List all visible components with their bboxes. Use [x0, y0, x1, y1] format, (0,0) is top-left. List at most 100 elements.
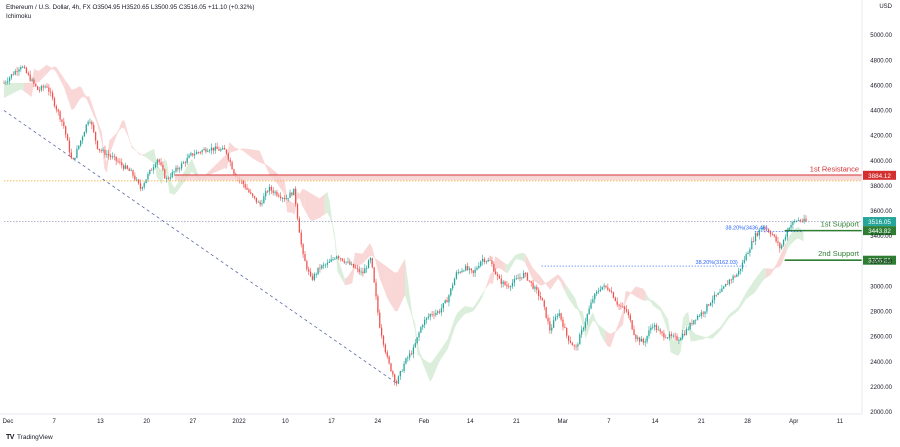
- candle-body: [560, 313, 562, 320]
- candle-body: [554, 317, 557, 321]
- candle-body: [444, 300, 446, 304]
- candle-body: [358, 268, 360, 273]
- candle-body: [321, 265, 323, 269]
- candle-body: [526, 273, 529, 281]
- candle-body: [437, 311, 439, 313]
- candle-body: [433, 314, 435, 316]
- candle-body: [771, 234, 774, 236]
- candle-body: [117, 160, 119, 162]
- y-tick-label: 3000.00: [870, 284, 892, 290]
- candle-body: [328, 261, 330, 263]
- candle-body: [29, 74, 31, 81]
- candle-body: [504, 281, 506, 285]
- y-tick-label: 2000.00: [870, 410, 892, 416]
- candle-body: [169, 177, 172, 179]
- candle-body: [678, 340, 680, 342]
- candle-body: [188, 155, 190, 158]
- candle-body: [231, 162, 233, 170]
- candle-body: [291, 192, 293, 196]
- candle-body: [283, 197, 286, 200]
- x-tick-label: 14: [467, 419, 474, 425]
- candle-body: [126, 165, 129, 169]
- candle-body: [734, 276, 736, 278]
- candle-body: [762, 227, 764, 230]
- candle-body: [106, 154, 108, 155]
- candle-body: [251, 193, 254, 197]
- cloud-segment: [184, 158, 205, 182]
- candle-body: [618, 304, 620, 306]
- candle-body: [717, 292, 719, 295]
- candle-body: [16, 70, 18, 72]
- candle-body: [592, 299, 594, 303]
- candle-body: [382, 335, 385, 345]
- cloud-segment: [605, 291, 626, 347]
- candle-body: [751, 240, 753, 250]
- candle-body: [199, 152, 201, 153]
- candle-body: [418, 332, 420, 338]
- candle-body: [562, 319, 564, 327]
- cloud-segment: [525, 254, 546, 286]
- candle-body: [380, 327, 383, 336]
- candle-body: [760, 229, 762, 231]
- candle-body: [579, 334, 581, 345]
- candle-body: [55, 106, 57, 110]
- candle-body: [511, 282, 514, 287]
- candle-body: [304, 254, 306, 262]
- candle-body: [280, 196, 282, 199]
- candle-body: [388, 356, 390, 364]
- candle-body: [498, 276, 501, 279]
- candle-body: [22, 66, 24, 68]
- candle-body: [5, 82, 7, 84]
- candle-body: [130, 170, 132, 172]
- candle-body: [551, 327, 553, 331]
- candle-body: [509, 286, 512, 288]
- y-tick-label: 5000.00: [870, 33, 892, 39]
- candle-body: [78, 145, 80, 149]
- candle-body: [266, 191, 269, 193]
- y-tick-label: 3600.00: [870, 209, 892, 215]
- candle-body: [351, 263, 353, 265]
- candle-body: [3, 82, 5, 84]
- y-tick-label: 2200.00: [870, 385, 892, 391]
- candle-body: [642, 338, 645, 343]
- candle-body: [466, 265, 469, 270]
- candle-body: [12, 74, 15, 76]
- cloud-segment: [485, 256, 506, 290]
- candle-body: [442, 303, 444, 309]
- candle-body: [790, 224, 792, 228]
- candle-body: [521, 277, 523, 279]
- candle-body: [513, 279, 516, 283]
- candle-body: [597, 291, 600, 292]
- candle-body: [94, 131, 97, 141]
- candle-body: [177, 167, 179, 170]
- candle-body: [524, 272, 527, 274]
- candle-body: [298, 218, 301, 233]
- candle-body: [556, 315, 559, 318]
- indicator-label[interactable]: Ichimoku: [6, 13, 32, 20]
- candle-body: [242, 180, 244, 185]
- candle-body: [610, 291, 613, 293]
- candle-body: [773, 234, 775, 237]
- candle-body: [109, 155, 112, 158]
- candle-body: [536, 286, 538, 290]
- candle-body: [665, 337, 667, 339]
- candle-body: [36, 86, 39, 90]
- candle-body: [465, 265, 467, 271]
- candle-body: [487, 259, 489, 262]
- candle-body: [799, 219, 802, 222]
- candle-body: [354, 267, 357, 269]
- candle-body: [14, 70, 16, 75]
- candle-body: [620, 305, 622, 307]
- candle-body: [523, 272, 525, 278]
- cloud-segment: [384, 258, 405, 312]
- candle-body: [590, 302, 592, 309]
- candle-body: [42, 86, 44, 88]
- candle-body: [309, 271, 312, 277]
- candle-body: [425, 317, 428, 320]
- candle-body: [205, 149, 207, 152]
- cloud-segment: [625, 286, 646, 303]
- candle-body: [431, 314, 433, 315]
- candle-body: [693, 320, 695, 325]
- candle-body: [229, 159, 231, 163]
